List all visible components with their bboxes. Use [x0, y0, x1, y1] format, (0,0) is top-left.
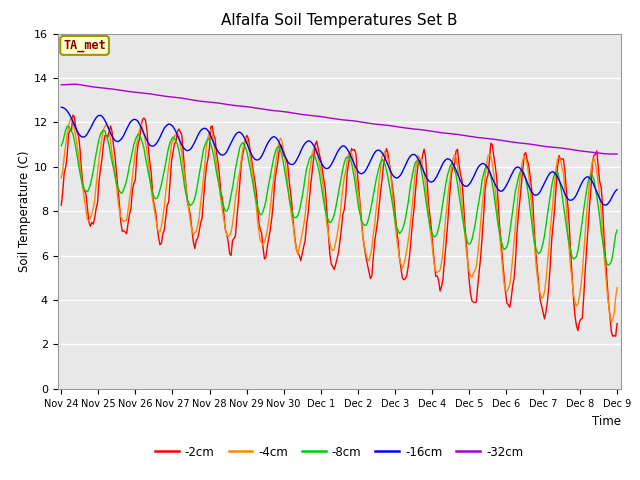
-4cm — [612, 295, 620, 301]
-2cm — [455, 161, 463, 167]
-4cm — [95, 156, 103, 161]
-8cm — [95, 136, 103, 142]
-32cm — [58, 82, 65, 88]
-2cm — [612, 333, 620, 339]
Line: -8cm: -8cm — [61, 126, 617, 265]
-8cm — [605, 262, 612, 268]
-32cm — [69, 81, 77, 87]
-4cm — [607, 319, 615, 324]
-4cm — [345, 151, 353, 157]
Text: Time: Time — [592, 415, 621, 428]
-32cm — [613, 151, 621, 157]
-8cm — [345, 154, 353, 160]
-8cm — [58, 143, 65, 149]
-2cm — [95, 178, 103, 184]
-16cm — [536, 189, 544, 194]
-2cm — [345, 160, 353, 166]
-8cm — [612, 232, 620, 238]
-16cm — [602, 202, 609, 208]
-16cm — [343, 146, 351, 152]
-2cm — [613, 321, 621, 326]
-8cm — [613, 228, 621, 233]
-8cm — [63, 123, 71, 129]
-2cm — [69, 112, 77, 118]
-32cm — [95, 84, 103, 90]
-2cm — [538, 303, 545, 309]
-4cm — [613, 285, 621, 290]
Legend: -2cm, -4cm, -8cm, -16cm, -32cm: -2cm, -4cm, -8cm, -16cm, -32cm — [150, 441, 528, 463]
-16cm — [76, 133, 84, 139]
-4cm — [78, 177, 86, 182]
-32cm — [78, 82, 86, 88]
-16cm — [611, 190, 618, 196]
-4cm — [68, 115, 76, 120]
-8cm — [455, 191, 463, 197]
Line: -2cm: -2cm — [61, 115, 617, 336]
Y-axis label: Soil Temperature (C): Soil Temperature (C) — [18, 150, 31, 272]
-2cm — [78, 168, 86, 174]
-32cm — [538, 143, 545, 149]
-32cm — [345, 118, 353, 123]
-8cm — [78, 178, 86, 184]
Line: -32cm: -32cm — [61, 84, 617, 154]
Text: TA_met: TA_met — [63, 39, 106, 52]
-32cm — [455, 132, 463, 137]
-32cm — [611, 151, 618, 157]
-16cm — [454, 171, 461, 177]
-8cm — [538, 246, 545, 252]
-32cm — [612, 151, 620, 157]
-16cm — [93, 113, 101, 119]
Line: -4cm: -4cm — [61, 118, 617, 322]
-2cm — [58, 202, 65, 208]
-16cm — [58, 104, 65, 110]
Title: Alfalfa Soil Temperatures Set B: Alfalfa Soil Temperatures Set B — [221, 13, 458, 28]
-2cm — [611, 333, 618, 338]
-16cm — [613, 187, 621, 192]
-4cm — [538, 295, 545, 301]
-4cm — [455, 173, 463, 179]
Line: -16cm: -16cm — [61, 107, 617, 205]
-4cm — [58, 175, 65, 181]
